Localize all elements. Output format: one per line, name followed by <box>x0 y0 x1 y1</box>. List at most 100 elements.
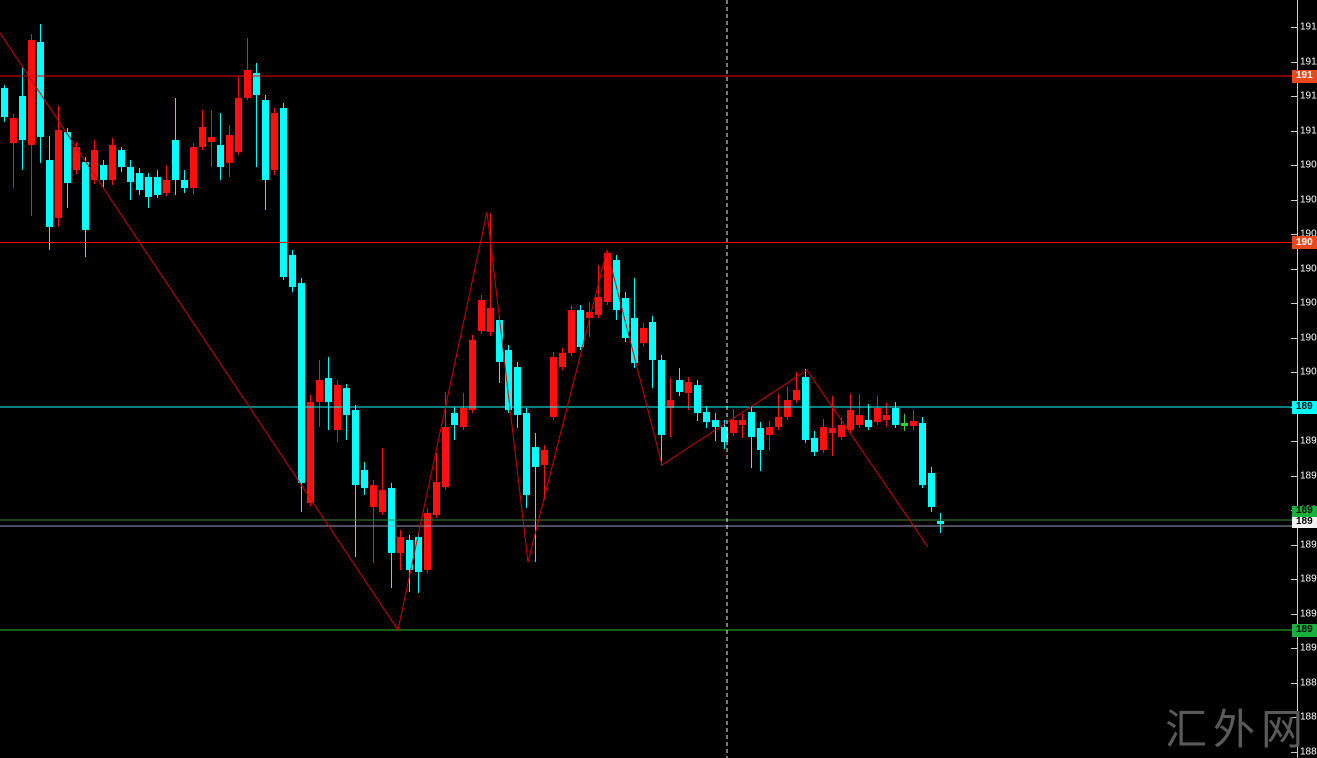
candle-body <box>424 513 431 570</box>
candle-body <box>703 412 710 422</box>
candle-body <box>919 423 926 485</box>
price-level-tag: 189 <box>1292 623 1317 637</box>
candle-body <box>145 177 152 197</box>
candle-body <box>316 380 323 402</box>
price-tick-label: 188 <box>1300 711 1317 723</box>
price-axis-border <box>1297 0 1298 758</box>
candle-body <box>721 427 728 442</box>
candle-body <box>127 167 134 182</box>
price-tick-label: 189 <box>1300 573 1317 585</box>
price-level-tag: 189 <box>1292 516 1317 528</box>
candle-body <box>829 428 836 433</box>
price-tick <box>1291 579 1297 580</box>
candle-body <box>559 353 566 367</box>
price-tick-label: 190 <box>1300 159 1317 171</box>
price-tick <box>1291 614 1297 615</box>
candle-body <box>712 420 719 427</box>
candle-body <box>181 180 188 188</box>
candle-body <box>10 118 17 143</box>
price-tick <box>1291 441 1297 442</box>
candle-body <box>622 298 629 338</box>
candle-body <box>226 135 233 163</box>
candle-body <box>514 367 521 415</box>
candle-body <box>532 447 539 467</box>
candle-body <box>190 147 197 188</box>
price-tick-label: 190 <box>1300 366 1317 378</box>
price-tick <box>1291 165 1297 166</box>
candle-body <box>469 340 476 410</box>
candle-body <box>91 150 98 180</box>
candle-body <box>19 96 26 140</box>
candle-body <box>802 377 809 440</box>
price-tick <box>1291 338 1297 339</box>
candle-body <box>451 413 458 425</box>
price-tick <box>1291 717 1297 718</box>
candle-body <box>748 412 755 437</box>
candle-body <box>289 255 296 287</box>
candle-body <box>397 537 404 553</box>
candle-body <box>442 427 449 487</box>
candle-body <box>928 473 935 507</box>
price-tick-label: 188 <box>1300 677 1317 689</box>
candle-body <box>1 88 8 117</box>
candle-body <box>523 413 530 495</box>
watermark: 汇外网 <box>1164 705 1309 754</box>
candle-body <box>568 310 575 353</box>
candle-body <box>676 380 683 392</box>
candle-body <box>154 177 161 195</box>
candle-body <box>298 283 305 483</box>
candle-body <box>199 127 206 147</box>
price-tick-label: 189 <box>1300 435 1317 447</box>
price-tick-label: 189 <box>1300 608 1317 620</box>
candle-body <box>910 421 917 426</box>
candle-body <box>100 165 107 180</box>
price-tick-label: 191 <box>1300 125 1317 137</box>
price-tick <box>1291 372 1297 373</box>
price-level-tag: 189 <box>1292 505 1317 517</box>
candle-body <box>766 427 773 435</box>
price-tick-label: 189 <box>1300 642 1317 654</box>
trend-line[interactable] <box>0 32 929 632</box>
candle-body <box>730 420 737 433</box>
candle-body <box>631 318 638 363</box>
price-tick <box>1291 131 1297 132</box>
price-tick <box>1291 62 1297 63</box>
candle-body <box>784 400 791 417</box>
price-tick <box>1291 648 1297 649</box>
candle-body <box>892 408 899 425</box>
candle-body <box>811 438 818 452</box>
price-tick-label: 191 <box>1300 90 1317 102</box>
candle-body <box>244 70 251 98</box>
candle-body <box>208 137 215 142</box>
candle-body <box>901 423 908 426</box>
price-level-tag: 190 <box>1292 236 1317 249</box>
price-tick <box>1291 476 1297 477</box>
candle-body <box>172 140 179 180</box>
candle-body <box>883 415 890 420</box>
price-level-tag: 191 <box>1292 69 1317 83</box>
candle-body <box>757 428 764 450</box>
candle-body <box>253 73 260 95</box>
candle-body <box>478 300 485 331</box>
candle-body <box>307 402 314 503</box>
candle-body <box>937 521 944 524</box>
candle-body <box>163 180 170 193</box>
candle-body <box>82 162 89 230</box>
price-tick <box>1291 752 1297 753</box>
price-tick <box>1291 234 1297 235</box>
candle-body <box>235 98 242 152</box>
price-tick <box>1291 96 1297 97</box>
price-tick-label: 191 <box>1300 56 1317 68</box>
candle-body <box>658 360 665 435</box>
price-tick <box>1291 303 1297 304</box>
candles-layer <box>1 24 944 593</box>
candle-body <box>847 410 854 430</box>
candle-body <box>640 328 647 343</box>
candle-body <box>280 108 287 277</box>
candle-body <box>46 160 53 227</box>
price-tick-label: 191 <box>1300 21 1317 33</box>
price-tick-label: 190 <box>1300 332 1317 344</box>
